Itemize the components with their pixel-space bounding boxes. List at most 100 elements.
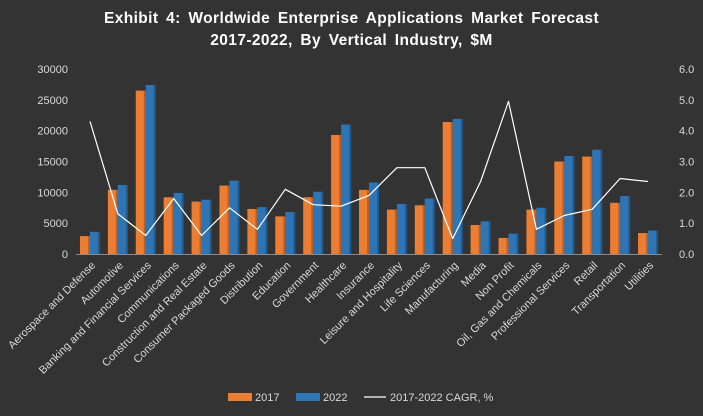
- bar-2022: [452, 118, 463, 254]
- bar-2022: [341, 124, 352, 254]
- y-right-tick-label: 6.0: [679, 64, 694, 76]
- bar-2017-shade: [422, 205, 425, 254]
- bar-2017-shade: [115, 189, 118, 254]
- bar-2022: [229, 180, 240, 254]
- bar-2022-shade: [237, 180, 240, 254]
- bar-2022-shade: [181, 192, 184, 254]
- cagr-series-line: [89, 100, 649, 240]
- bar-2022-shade: [460, 118, 463, 254]
- bar-2017: [359, 189, 369, 254]
- bar-2017-shade: [171, 197, 174, 254]
- bar-2017: [526, 209, 537, 254]
- bar-2022-shade: [293, 212, 296, 254]
- y-right-tick-label: 3.0: [679, 157, 694, 169]
- bar-2017-shade: [283, 216, 286, 254]
- bar-2022-shade: [628, 196, 631, 254]
- y-left-tick-label: 20000: [37, 126, 68, 138]
- bar-2017-shade: [534, 209, 537, 254]
- bar-2022: [620, 196, 631, 254]
- y-left-tick-label: 5000: [44, 218, 68, 230]
- bar-2022: [145, 85, 156, 255]
- y-left-tick-label: 0: [62, 249, 68, 261]
- bar-2022-shade: [656, 230, 659, 254]
- bar-2022-shade: [153, 85, 156, 255]
- bar-2022: [201, 199, 212, 254]
- bar-2022-shade: [321, 191, 324, 254]
- bar-2017: [414, 205, 425, 254]
- bar-2017: [135, 90, 146, 254]
- bar-2022-shade: [572, 155, 575, 254]
- bar-2017-shade: [87, 236, 90, 254]
- x-category-label: Utilities: [623, 259, 657, 293]
- legend-swatch-2017: [228, 393, 252, 401]
- bar-2022-shade: [349, 124, 352, 254]
- bar-2017-shade: [646, 233, 649, 254]
- y-right-tick-label: 2.0: [679, 187, 694, 199]
- bar-2022: [117, 184, 128, 254]
- legend-swatch-2022: [296, 393, 320, 401]
- bar-2017: [107, 189, 118, 254]
- y-left-tick-label: 15000: [37, 157, 68, 169]
- bar-2022: [564, 155, 575, 254]
- y-right-tick-label: 1.0: [679, 218, 694, 230]
- bar-2017: [638, 233, 649, 254]
- bar-2017-shade: [255, 208, 258, 254]
- y-right-tick-label: 0.0: [679, 249, 694, 261]
- bar-2022: [424, 198, 435, 254]
- bar-2022: [285, 212, 296, 254]
- bar-2022-shade: [265, 207, 268, 254]
- chart-title-line-1: Exhibit 4: Worldwide Enterprise Applicat…: [103, 10, 600, 27]
- bar-2017-shade: [478, 225, 481, 254]
- bar-2017-shade: [311, 197, 314, 254]
- bar-2022: [396, 204, 407, 254]
- bar-2017: [442, 122, 453, 255]
- bar-2022-shade: [432, 198, 435, 254]
- bar-2022-shade: [516, 233, 519, 254]
- bar-2017-shade: [394, 209, 397, 254]
- bar-2017: [582, 156, 593, 254]
- bar-2022: [648, 230, 659, 254]
- bar-2017: [386, 209, 397, 254]
- bar-2017: [79, 236, 90, 254]
- bar-2017: [498, 237, 509, 254]
- bar-2022: [89, 231, 100, 254]
- bar-2017-shade: [590, 156, 593, 254]
- bar-2022-shade: [377, 182, 379, 254]
- bar-2017-shade: [562, 161, 565, 254]
- bar-2022: [480, 221, 491, 254]
- y-left-tick-label: 25000: [37, 95, 68, 107]
- bar-2022: [508, 233, 519, 254]
- bar-2022-shade: [404, 204, 407, 254]
- bar-2017-shade: [367, 189, 369, 254]
- bar-2022: [369, 182, 379, 254]
- bar-2022: [173, 192, 184, 254]
- bar-2017: [275, 216, 286, 254]
- y-right-tick-label: 5.0: [679, 95, 694, 107]
- chart-title-line-2: 2017-2022, By Vertical Industry, $M: [210, 32, 493, 49]
- bar-2017: [331, 134, 342, 254]
- legend-label-2017: 2017: [255, 392, 279, 404]
- bar-2017-shade: [143, 90, 146, 254]
- bar-2022: [257, 207, 268, 254]
- bar-2017-shade: [199, 201, 202, 254]
- bar-2017-shade: [618, 202, 621, 254]
- bar-2022-shade: [544, 207, 547, 254]
- bar-2022: [313, 191, 324, 254]
- legend-label-2022: 2022: [323, 392, 347, 404]
- bar-2022-shade: [600, 149, 603, 254]
- bar-2022-shade: [488, 221, 491, 254]
- bar-2017-shade: [339, 134, 342, 254]
- bar-2022: [592, 149, 603, 254]
- legend-label-cagr: 2017-2022 CAGR, %: [390, 392, 494, 404]
- bar-2017: [163, 197, 174, 254]
- bar-2022-shade: [125, 184, 128, 254]
- y-left-tick-label: 30000: [37, 64, 68, 76]
- bar-2022-shade: [97, 231, 100, 254]
- bar-2017: [610, 202, 621, 254]
- bar-2017-shade: [506, 237, 509, 254]
- y-left-tick-label: 10000: [37, 187, 68, 199]
- bar-2017: [303, 197, 314, 254]
- y-right-tick-label: 4.0: [679, 126, 694, 138]
